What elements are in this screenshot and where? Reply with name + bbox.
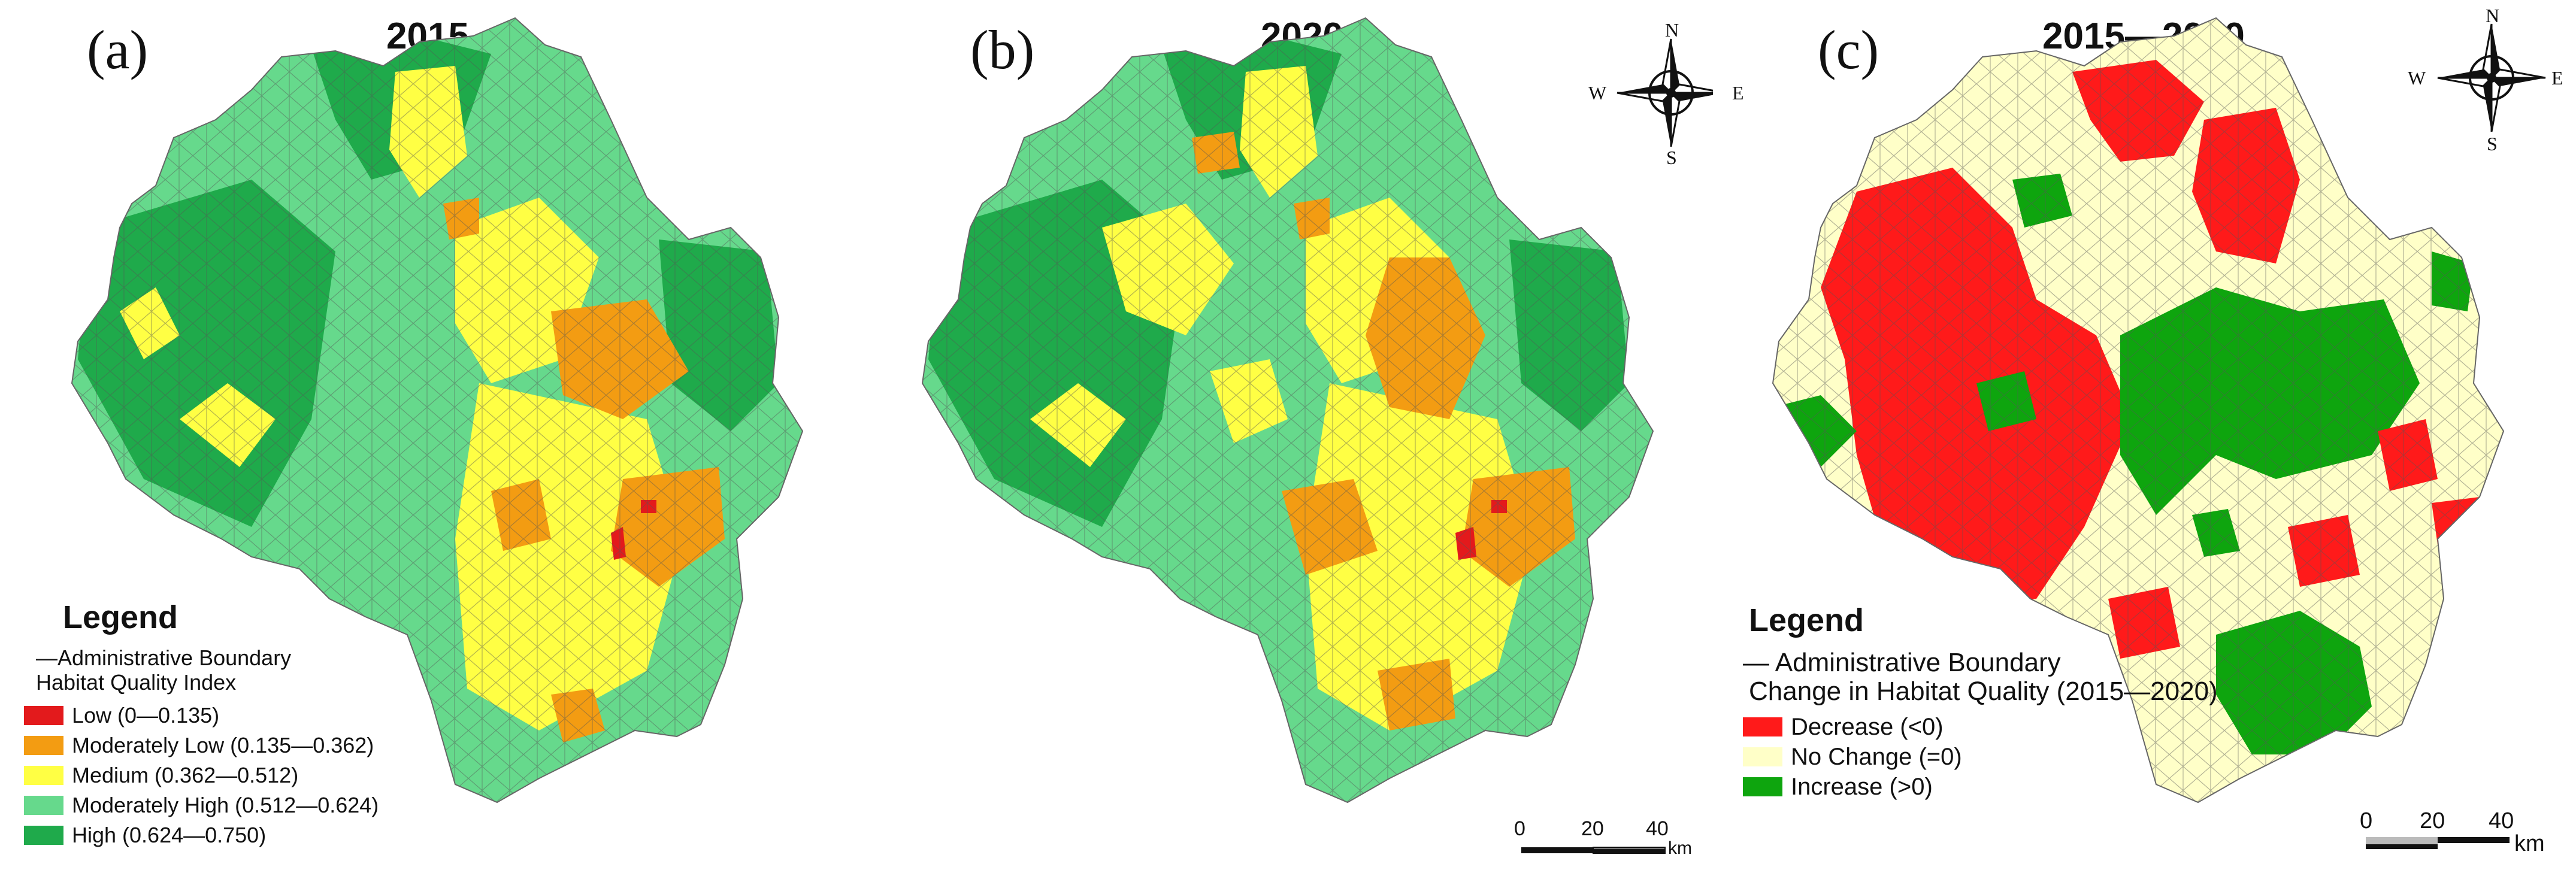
- panel-letter: (b): [970, 19, 1035, 80]
- scale-label-20: 20: [1581, 817, 1604, 840]
- legend-index-title: Habitat Quality Index: [36, 670, 237, 695]
- legend-boundary: — Administrative Boundary: [1743, 648, 2061, 677]
- habitat-quality-change-map: [1772, 17, 2546, 849]
- legend-label: Medium (0.362—0.512): [72, 763, 299, 787]
- legend-item-high: High (0.624—0.750): [24, 820, 379, 850]
- legend-title: Legend: [63, 599, 178, 635]
- legend-label: No Change (=0): [1791, 743, 1962, 770]
- legend-label: Low (0—0.135): [72, 703, 220, 728]
- compass-w: W: [2408, 67, 2426, 89]
- scale-unit: km: [2514, 831, 2545, 856]
- compass-n: N: [2486, 5, 2500, 26]
- compass-e: E: [2551, 67, 2563, 89]
- panel-2020: (b) 2020: [856, 0, 1744, 879]
- compass-s: S: [1666, 147, 1677, 168]
- compass-e: E: [1732, 82, 1744, 104]
- scale-label-40: 40: [2489, 808, 2514, 833]
- legend-label: High (0.624—0.750): [72, 823, 267, 847]
- compass-n: N: [1665, 19, 1679, 41]
- legend-item-no-change: No Change (=0): [1743, 742, 2218, 772]
- legend-label: Decrease (<0): [1791, 713, 1944, 740]
- habitat-quality-map-2015: [71, 17, 803, 803]
- legend-swatch-moderately-low: [24, 736, 63, 755]
- north-arrow-icon: [1617, 38, 1713, 147]
- legend-habitat-change: Legend — Administrative Boundary Change …: [1743, 602, 2218, 802]
- legend-item-decrease: Decrease (<0): [1743, 712, 2218, 742]
- habitat-quality-map-2020: [922, 17, 1713, 854]
- scale-label-40: 40: [1646, 817, 1669, 840]
- scale-bar: [1521, 847, 1666, 854]
- scale-bar: [2366, 837, 2510, 849]
- scale-label-0: 0: [2360, 808, 2373, 833]
- legend-index-title: Change in Habitat Quality (2015—2020): [1749, 677, 2218, 706]
- legend-swatch-low: [24, 706, 63, 725]
- legend-boundary: —Administrative Boundary: [36, 645, 292, 670]
- legend-item-low: Low (0—0.135): [24, 701, 379, 731]
- legend-item-moderately-low: Moderately Low (0.135—0.362): [24, 731, 379, 760]
- legend-label: Moderately High (0.512—0.624): [72, 793, 379, 817]
- panel-letter: (c): [1818, 19, 1879, 80]
- compass-w: W: [1588, 82, 1607, 104]
- legend-title: Legend: [1749, 602, 1864, 638]
- scale-unit: km: [1668, 838, 1692, 858]
- legend-label: Moderately Low (0.135—0.362): [72, 733, 374, 757]
- legend-swatch-increase: [1743, 777, 1782, 796]
- legend-item-moderately-high: Moderately High (0.512—0.624): [24, 790, 379, 820]
- legend-swatch-medium: [24, 766, 63, 785]
- scale-label-20: 20: [2420, 808, 2445, 833]
- scale-label-0: 0: [1514, 817, 1525, 840]
- legend-item-medium: Medium (0.362—0.512): [24, 760, 379, 790]
- legend-swatch-high: [24, 826, 63, 845]
- legend-swatch-no-change: [1743, 747, 1782, 766]
- legend-swatch-decrease: [1743, 717, 1782, 736]
- panel-2015: (a) 2015 Legend —Administrative Boundary…: [0, 0, 856, 879]
- legend-habitat-quality: Legend —Administrative Boundary Habitat …: [24, 599, 379, 850]
- compass-s: S: [2487, 133, 2498, 154]
- panel-letter: (a): [87, 19, 149, 80]
- north-arrow-icon: [2437, 23, 2546, 132]
- legend-swatch-moderately-high: [24, 796, 63, 815]
- panel-change-2015-2020: (c) 2015—2020: [1713, 0, 2576, 879]
- legend-item-increase: Increase (>0): [1743, 772, 2218, 802]
- legend-label: Increase (>0): [1791, 773, 1933, 800]
